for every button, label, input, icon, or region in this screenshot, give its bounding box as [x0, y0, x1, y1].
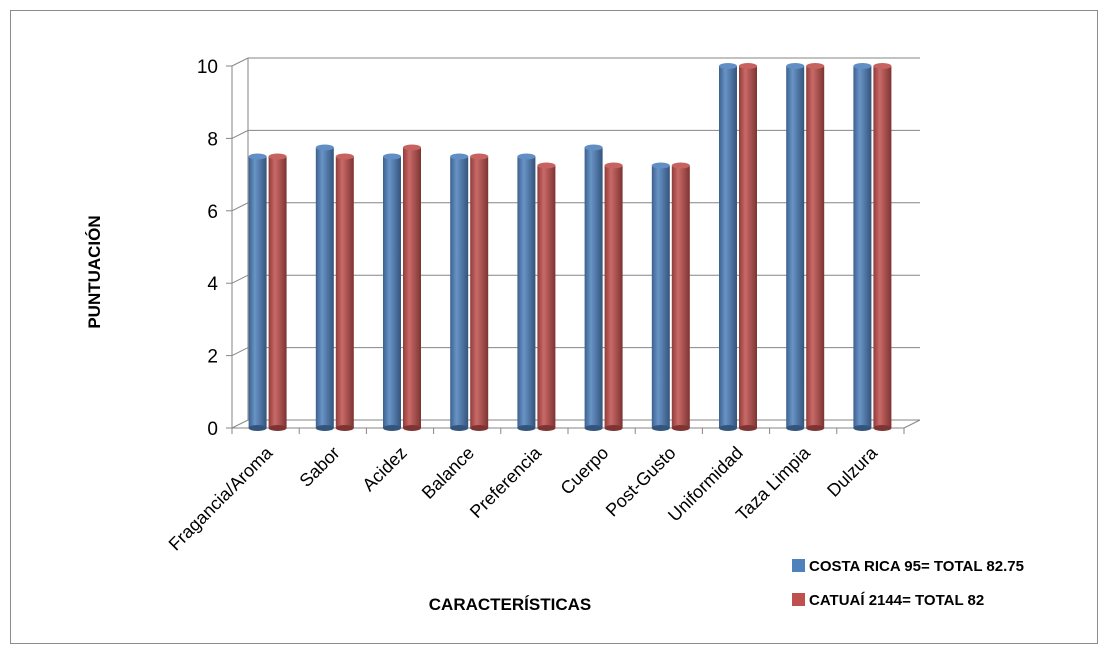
- gridline-4: [231, 274, 920, 284]
- y-tick-label-6: 6: [207, 202, 218, 223]
- legend-label-series-2: CATUAÍ 2144= TOTAL 82: [809, 592, 984, 609]
- bar-series-1-dulzura: [853, 63, 872, 431]
- gridline-10: [231, 57, 920, 67]
- bars-layer: [248, 63, 892, 431]
- gridline-6: [231, 202, 920, 212]
- y-axis-title: PUNTUACIÓN: [85, 215, 104, 328]
- grid-layer: [226, 57, 921, 434]
- x-category-label: Dulzura: [823, 442, 882, 501]
- bar-series-1-fragancia-aroma: [248, 153, 267, 431]
- bar-series-2-post-gusto: [671, 162, 690, 431]
- legend: COSTA RICA 95= TOTAL 82.75 CATUAÍ 2144= …: [792, 558, 1024, 609]
- bar-series-2-sabor: [335, 153, 354, 431]
- gridline-0: [231, 419, 920, 429]
- gridline-8: [231, 129, 920, 139]
- x-category-label: Cuerpo: [557, 443, 613, 499]
- bar-series-2-taza-limpia: [806, 63, 825, 431]
- legend-swatch-series-2: [792, 593, 805, 606]
- bar-series-2-preferencia: [537, 162, 556, 431]
- bar-series-2-uniformidad: [739, 63, 757, 431]
- bar-series-1-balance: [450, 153, 469, 431]
- x-category-label: Balance: [418, 443, 478, 503]
- bar-series-2-fragancia-aroma: [268, 153, 287, 431]
- legend-swatch-series-1: [792, 559, 805, 572]
- x-category-label: Acidez: [358, 443, 410, 495]
- y-tick-label-0: 0: [207, 419, 218, 440]
- bar-series-1-sabor: [315, 144, 334, 431]
- x-category-label: Fragancia/Aroma: [165, 442, 277, 554]
- bar-series-1-uniformidad: [719, 63, 737, 431]
- floor-right-edge: [903, 419, 921, 429]
- bar-series-1-post-gusto: [651, 162, 670, 431]
- bar-series-1-cuerpo: [584, 144, 603, 431]
- x-category-labels: Fragancia/Aroma Sabor Acidez BalancePrefere…: [165, 442, 882, 554]
- y-tick-label-2: 2: [207, 347, 218, 368]
- y-tick-labels: 0 2 4 6 8 10: [197, 57, 219, 440]
- x-axis-title: CARACTERÍSTICAS: [429, 595, 591, 614]
- bar-series-1-preferencia: [517, 153, 536, 431]
- bar-series-2-dulzura: [873, 63, 892, 431]
- y-tick-label-10: 10: [197, 57, 218, 78]
- bar-series-2-acidez: [403, 144, 421, 431]
- bar-series-1-taza-limpia: [786, 63, 805, 431]
- bar-series-2-balance: [470, 153, 489, 431]
- gridline-2: [231, 347, 920, 357]
- x-category-label: Preferencia: [466, 442, 546, 522]
- legend-label-series-1: COSTA RICA 95= TOTAL 82.75: [809, 558, 1024, 575]
- y-tick-label-4: 4: [207, 274, 218, 295]
- bar-series-1-acidez: [383, 153, 401, 431]
- x-category-label: Sabor: [296, 443, 344, 491]
- y-tick-label-8: 8: [207, 129, 218, 150]
- bar-series-2-cuerpo: [604, 162, 623, 431]
